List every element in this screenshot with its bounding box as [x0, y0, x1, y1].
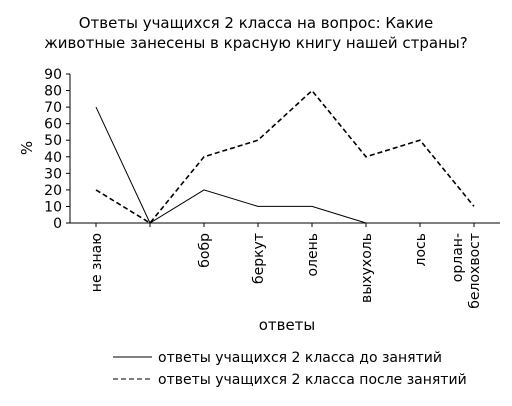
chart-title-line-2: животные занесены в красную книгу нашей … — [44, 34, 468, 52]
y-tick-label: 70 — [44, 100, 62, 116]
y-tick-label: 80 — [44, 84, 62, 100]
y-axis-label: % — [18, 141, 36, 155]
x-tick-label: бобр — [197, 233, 213, 268]
y-tick-label: 90 — [44, 67, 62, 83]
legend-label-1: ответы учащихся 2 класса до занятий — [158, 350, 442, 366]
legend: ответы учащихся 2 класса до занятий ответ… — [113, 350, 467, 388]
y-tick-label: 0 — [53, 216, 62, 232]
legend-label-2: ответы учащихся 2 класса после занятий — [158, 372, 467, 388]
x-tick-label: олень — [305, 233, 321, 277]
x-tick-label: не знаю — [89, 233, 105, 292]
y-tick-label: 30 — [44, 166, 62, 182]
y-tick-label: 50 — [44, 133, 62, 149]
axes — [69, 74, 500, 224]
x-tick-label: выхухоль — [359, 233, 375, 303]
y-tick-label: 10 — [44, 199, 62, 215]
x-ticks: не знаю бобр беркут олень выхухоль лось орлан-… — [89, 223, 483, 309]
series-2-line — [95, 89, 475, 225]
chart-title-line-1: Ответы учащихся 2 класса на вопрос: Каки… — [78, 14, 434, 32]
y-tick-label: 20 — [44, 183, 62, 199]
y-tick-label: 60 — [44, 117, 62, 133]
x-axis-label: ответы — [259, 316, 316, 334]
series-1-line — [95, 106, 367, 224]
x-tick-label: лось — [413, 233, 429, 266]
x-tick-label: беркут — [251, 233, 267, 284]
y-tick-label: 40 — [44, 150, 62, 166]
series-lines — [95, 89, 475, 225]
x-tick-label: орлан-белохвост — [450, 233, 483, 309]
